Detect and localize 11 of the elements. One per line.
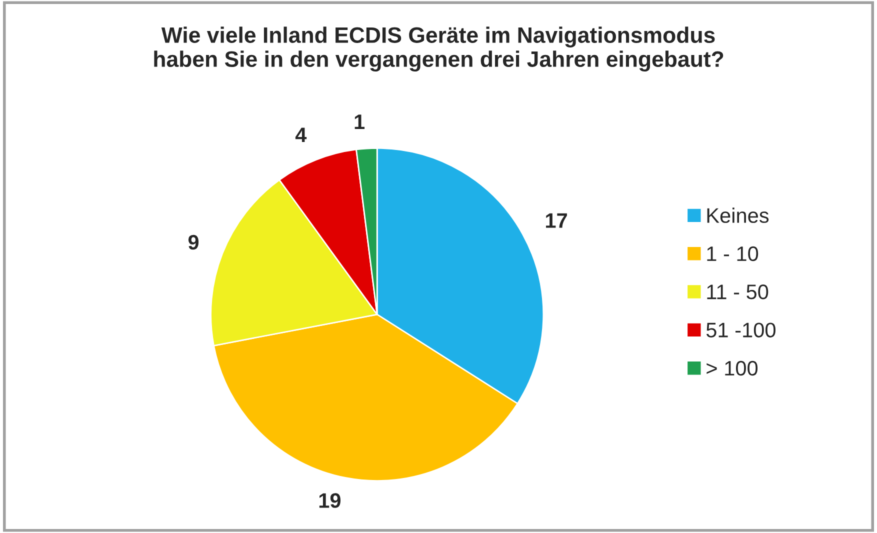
data-label: 17 (546, 213, 567, 228)
data-label: 1 (354, 114, 365, 129)
data-label: 9 (188, 234, 199, 250)
legend-label: Keines (707, 208, 769, 223)
chart-title: Wie viele Inland ECDIS Geräte im Navigationsmodus haben Sie in den vergangenen drei Jahren eingebaut? (154, 26, 724, 72)
data-label: 19 (319, 493, 341, 508)
data-label: 4 (295, 128, 307, 142)
legend-label: > 100 (706, 360, 758, 376)
legend-label: 1 - 10 (707, 246, 758, 262)
legend-label: 11 - 50 (707, 284, 768, 300)
legend-label: 51 -100 (706, 322, 776, 338)
